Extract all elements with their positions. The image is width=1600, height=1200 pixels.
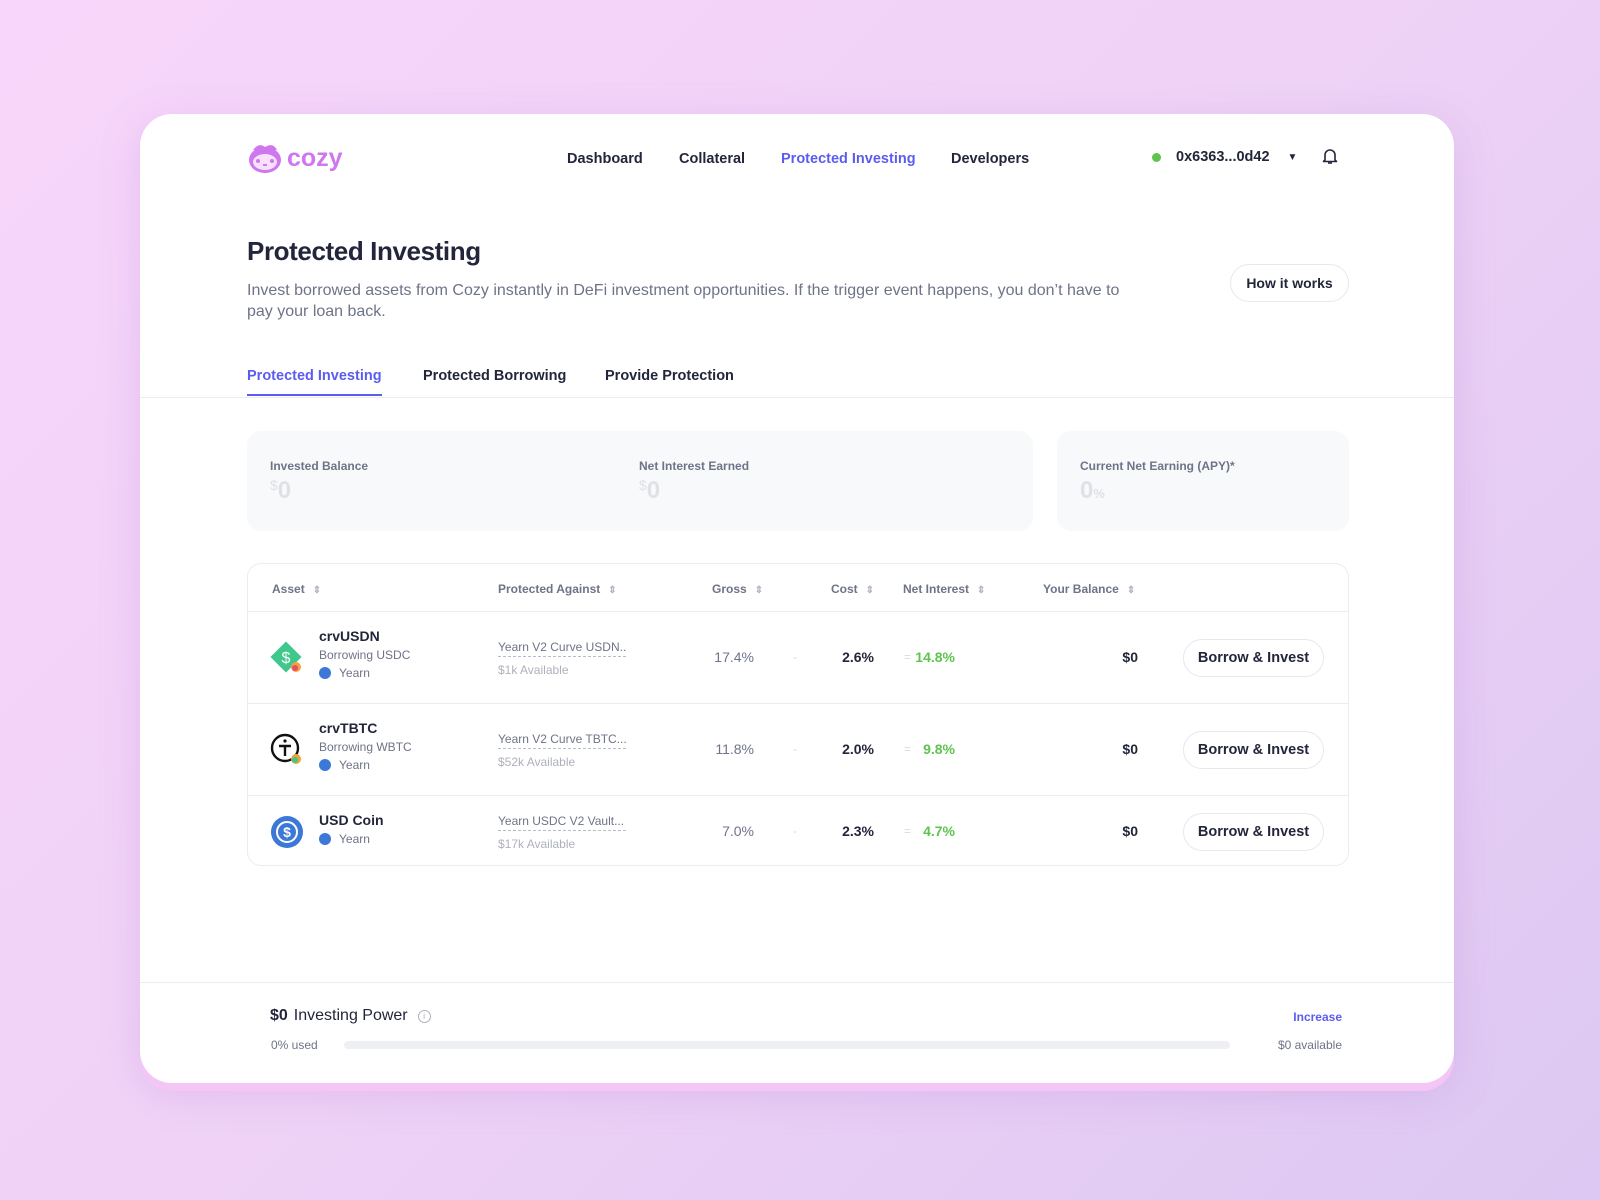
cost-value: 2.0% <box>842 741 874 757</box>
wallet-address: 0x6363...0d42 <box>1176 149 1270 165</box>
connected-status-dot <box>1152 152 1161 162</box>
investing-power: $0 Investing Power i <box>270 1007 431 1025</box>
protected-against-link[interactable]: Yearn V2 Curve USDN... <box>498 640 626 657</box>
yearn-icon <box>319 667 331 679</box>
investing-power-value: $0 <box>270 1007 288 1024</box>
balance-stats-card: Invested Balance $0 Net Interest Earned … <box>247 431 1033 531</box>
bell-icon[interactable] <box>1322 147 1338 170</box>
header-cost[interactable]: Cost ⇕ <box>831 582 875 596</box>
asset-name: USD Coin <box>319 812 384 828</box>
usdc-icon: $ <box>270 815 304 854</box>
net-interest-value: 14.8% <box>915 649 955 665</box>
table-row: $ crvUSDN Borrowing USDC Yearn Yearn V2 C… <box>248 611 1348 703</box>
header-protected-against[interactable]: Protected Against ⇕ <box>498 582 617 596</box>
sort-icon: ⇕ <box>977 585 986 596</box>
invested-balance-value: $0 <box>270 477 292 504</box>
caret-down-icon: ▼ <box>1287 151 1298 163</box>
platform: Yearn <box>319 832 384 846</box>
cozy-logo[interactable]: cozy <box>247 142 343 174</box>
sloth-icon <box>249 145 281 173</box>
increase-link[interactable]: Increase <box>1293 1010 1342 1024</box>
net-interest-value: $0 <box>639 477 661 504</box>
minus-sign: - <box>793 650 797 664</box>
tab-protected-investing[interactable]: Protected Investing <box>247 368 382 396</box>
equals-sign: = <box>904 823 912 838</box>
net-interest-value: 9.8% <box>923 741 955 757</box>
cost-value: 2.6% <box>842 649 874 665</box>
gross-value: 11.8% <box>715 741 754 757</box>
header-gross[interactable]: Gross ⇕ <box>712 582 764 596</box>
sort-icon: ⇕ <box>865 585 875 596</box>
borrow-invest-button[interactable]: Borrow & Invest <box>1183 812 1324 851</box>
investing-power-progress <box>344 1041 1230 1049</box>
nav-protected-investing[interactable]: Protected Investing <box>781 151 916 167</box>
borrow-invest-button[interactable]: Borrow & Invest <box>1183 731 1324 769</box>
crvusdn-icon: $ <box>270 641 304 680</box>
asset-name: crvUSDN <box>319 628 380 644</box>
main-card: cozy Dashboard Collateral Protected Inve… <box>140 114 1454 1083</box>
sort-icon: ⇕ <box>312 585 322 596</box>
nav-developers[interactable]: Developers <box>951 151 1030 167</box>
footer-divider <box>140 982 1454 983</box>
svg-text:$: $ <box>282 650 291 667</box>
net-interest-label: Net Interest Earned <box>639 459 750 473</box>
header-net-interest[interactable]: Net Interest ⇕ <box>903 582 986 596</box>
borrow-invest-button[interactable]: Borrow & Invest <box>1183 639 1324 677</box>
tab-protected-borrowing[interactable]: Protected Borrowing <box>423 368 567 384</box>
minus-sign: - <box>793 742 797 756</box>
sort-icon: ⇕ <box>754 585 764 596</box>
protected-against-link[interactable]: Yearn V2 Curve TBTC... <box>498 732 626 749</box>
nav-dashboard[interactable]: Dashboard <box>567 151 643 167</box>
invested-balance-label: Invested Balance <box>270 459 369 473</box>
balance-value: $0 <box>1122 822 1138 839</box>
asset-name: crvTBTC <box>319 720 378 736</box>
balance-value: $0 <box>1122 741 1138 757</box>
gross-value: 7.0% <box>722 822 754 839</box>
table-row: $ USD Coin Yearn Yearn USDC V2 Vault... … <box>248 795 1348 866</box>
platform: Yearn <box>319 666 410 680</box>
protected-against-link[interactable]: Yearn USDC V2 Vault... <box>498 814 626 831</box>
used-label: 0% used <box>271 1038 318 1052</box>
wallet-selector[interactable]: 0x6363...0d42 ▼ <box>1152 149 1297 165</box>
svg-text:$: $ <box>283 824 291 840</box>
equals-sign: = <box>904 650 912 664</box>
available-amount: $52k Available <box>498 755 576 769</box>
platform: Yearn <box>319 758 412 772</box>
apy-label: Current Net Earning (APY)* <box>1080 459 1235 473</box>
header-asset[interactable]: Asset ⇕ <box>272 582 322 596</box>
investing-power-label: Investing Power <box>293 1007 408 1024</box>
yearn-icon <box>319 759 331 771</box>
apy-stats-card: Current Net Earning (APY)* 0% <box>1057 431 1349 531</box>
how-it-works-button[interactable]: How it works <box>1230 264 1349 302</box>
tab-provide-protection[interactable]: Provide Protection <box>605 368 734 384</box>
apy-value: 0% <box>1080 477 1105 504</box>
nav-collateral[interactable]: Collateral <box>679 151 746 167</box>
borrowing-asset: Borrowing USDC <box>319 648 411 662</box>
sort-icon: ⇕ <box>608 585 617 596</box>
tab-divider <box>140 397 1454 398</box>
table-row: crvTBTC Borrowing WBTC Yearn Yearn V2 Cur… <box>248 703 1348 795</box>
header-your-balance[interactable]: Your Balance ⇕ <box>1043 582 1136 596</box>
page-title: Protected Investing <box>247 236 481 266</box>
page-description: Invest borrowed assets from Cozy instant… <box>247 282 1120 320</box>
borrowing-asset: Borrowing WBTC <box>319 740 412 754</box>
equals-sign: = <box>904 742 912 756</box>
balance-value: $0 <box>1122 649 1138 665</box>
sort-icon: ⇕ <box>1126 585 1136 596</box>
available-amount: $17k Available <box>498 836 576 851</box>
net-interest-value: 4.7% <box>923 822 955 839</box>
cost-value: 2.3% <box>842 822 874 839</box>
minus-sign: - <box>793 823 797 838</box>
gross-value: 17.4% <box>714 649 754 665</box>
brand-name: cozy <box>287 143 343 172</box>
available-label: $0 available <box>1277 1038 1342 1052</box>
investments-table: Asset ⇕ Protected Against ⇕ Gross ⇕ Cost ⇕ N… <box>247 563 1349 866</box>
yearn-icon <box>319 833 331 845</box>
info-icon[interactable]: i <box>417 1009 431 1023</box>
available-amount: $1k Available <box>498 663 569 677</box>
crvtbtc-icon <box>270 733 304 772</box>
